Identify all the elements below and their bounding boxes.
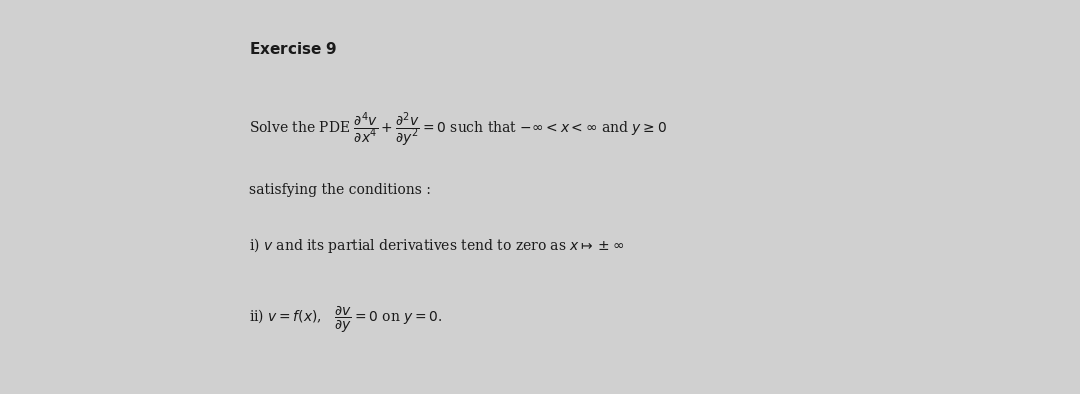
Text: Solve the PDE $\dfrac{\partial^4 v}{\partial x^4} + \dfrac{\partial^2 v}{\partia: Solve the PDE $\dfrac{\partial^4 v}{\par…: [248, 110, 666, 149]
Text: $\bf{Exercise\ 9}$: $\bf{Exercise\ 9}$: [248, 41, 337, 58]
Text: i) $v$ and its partial derivatives tend to zero as $x \mapsto \pm\infty$: i) $v$ and its partial derivatives tend …: [248, 236, 624, 255]
Text: satisfying the conditions :: satisfying the conditions :: [248, 183, 431, 197]
Text: ii) $v = f(x)$,   $\dfrac{\partial v}{\partial y} = 0$ on $y = 0$.: ii) $v = f(x)$, $\dfrac{\partial v}{\par…: [248, 303, 443, 335]
